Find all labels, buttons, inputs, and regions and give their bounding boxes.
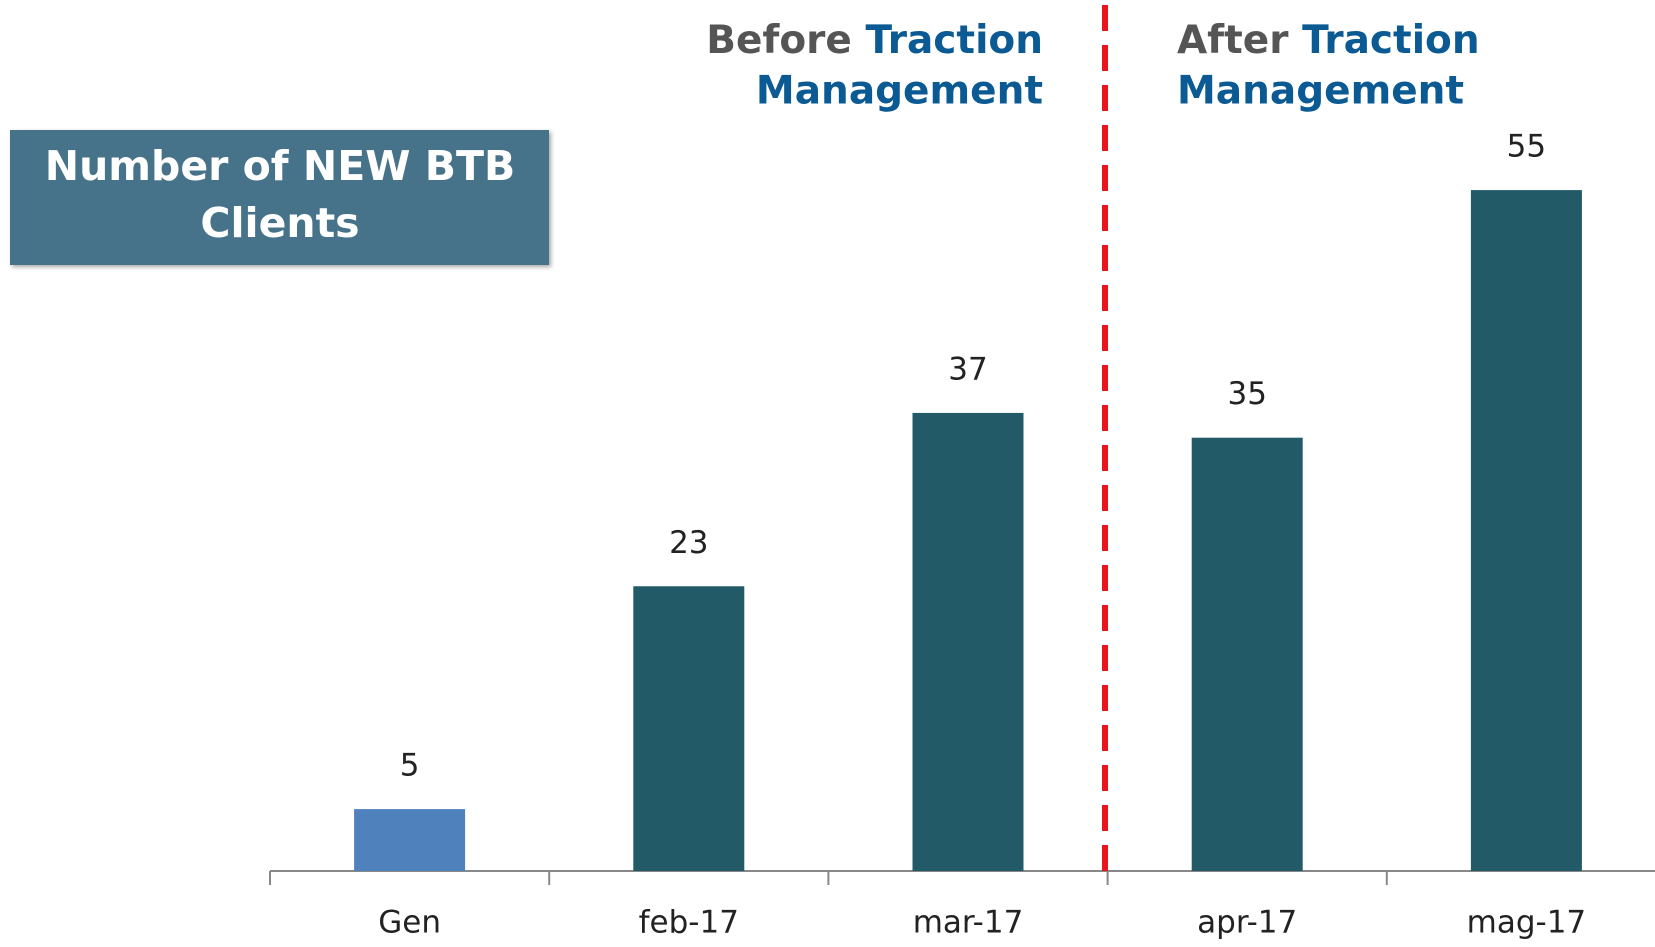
annotation-highlight: Management <box>1177 69 1464 114</box>
annotation: Before Traction <box>706 18 1043 63</box>
value-label: 35 <box>1227 376 1266 412</box>
annotation-lead: Before <box>706 18 852 63</box>
annotation-highlight: Traction <box>865 18 1043 63</box>
bar <box>354 809 466 871</box>
value-label: 5 <box>400 748 420 784</box>
value-label: 23 <box>669 525 708 561</box>
chart-title: Number of NEW BTB <box>45 142 515 190</box>
title-box <box>10 130 549 265</box>
x-tick-label: mar-17 <box>913 905 1024 941</box>
annotation-lead: After <box>1177 18 1289 63</box>
annotation-highlight: Management <box>756 69 1043 114</box>
value-label: 37 <box>948 351 987 387</box>
x-tick-label: mag-17 <box>1467 905 1587 941</box>
bar <box>1191 437 1303 871</box>
bar <box>912 412 1024 871</box>
annotation-highlight: Traction <box>1302 18 1480 63</box>
value-label: 55 <box>1507 129 1546 165</box>
bar <box>1470 190 1582 872</box>
x-tick-label: apr-17 <box>1197 905 1297 941</box>
x-tick-label: Gen <box>378 905 441 941</box>
annotation: After Traction <box>1177 18 1480 63</box>
x-tick-label: feb-17 <box>639 905 739 941</box>
chart-title: Clients <box>200 199 359 247</box>
bar <box>633 586 745 871</box>
